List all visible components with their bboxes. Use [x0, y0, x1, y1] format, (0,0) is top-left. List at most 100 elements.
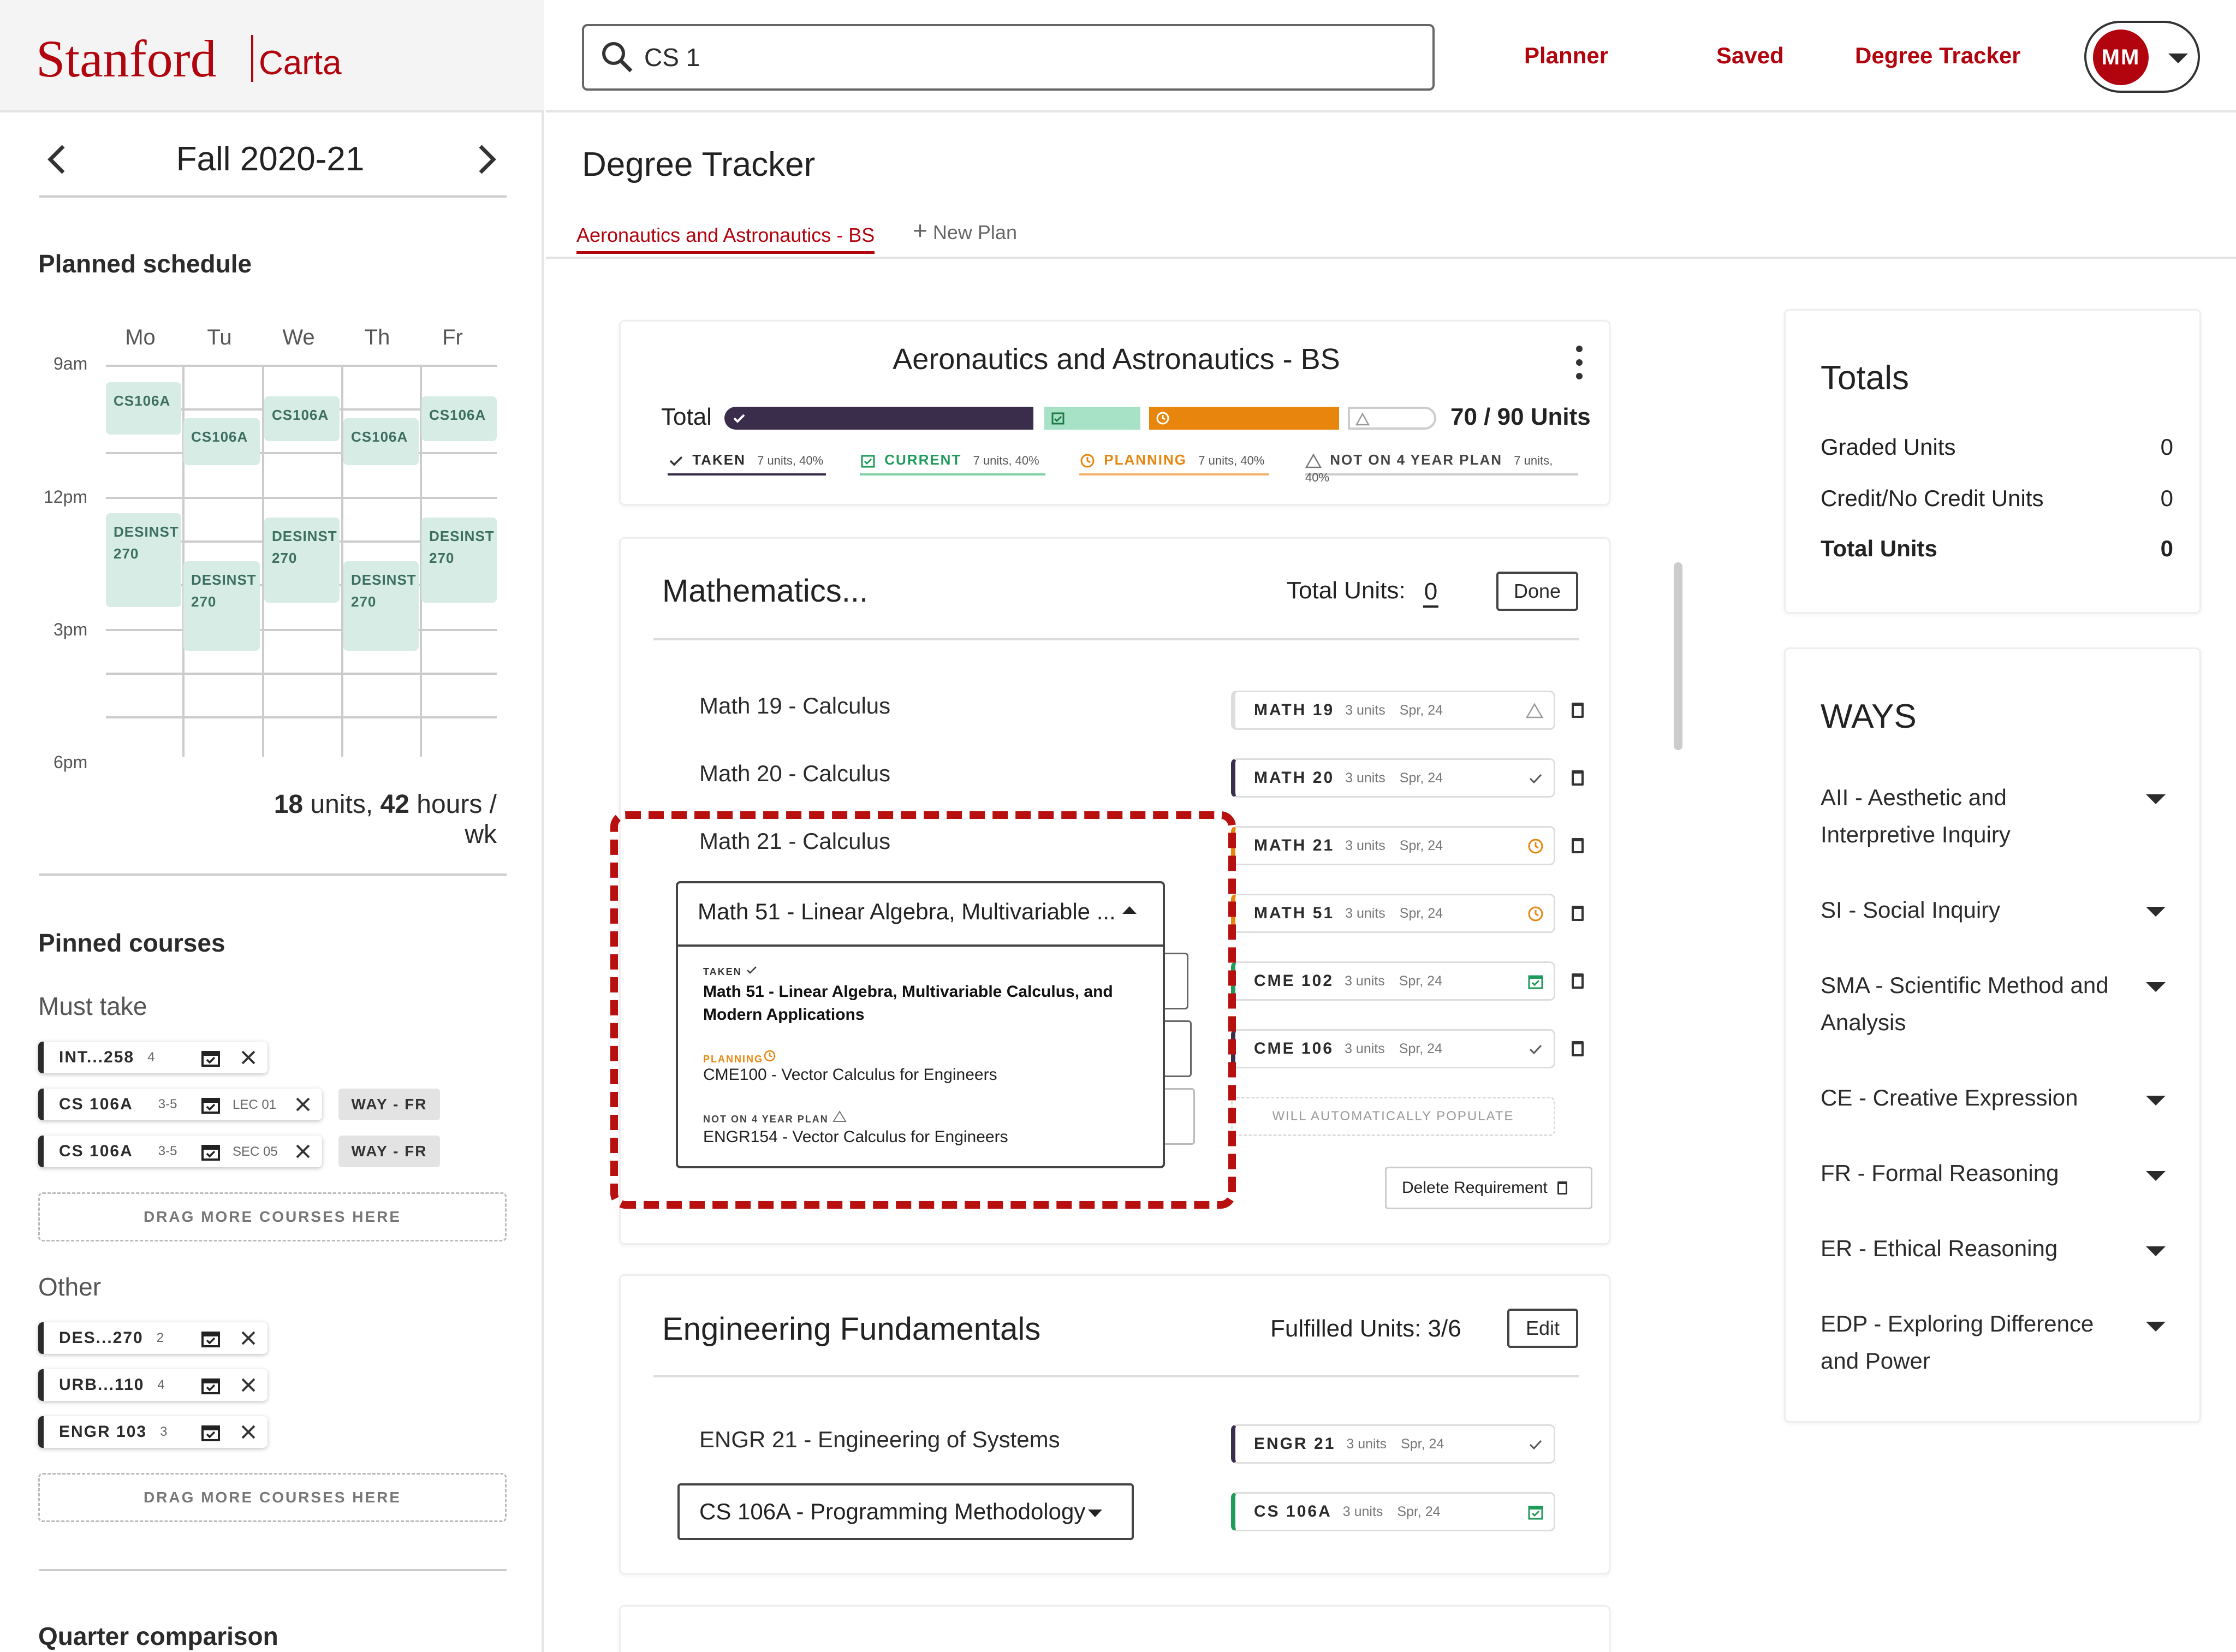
way-item[interactable]: EDP - Exploring Difference and Power — [1821, 1311, 2094, 1374]
legend-current[interactable]: CURRENT 7 units, 40% — [860, 451, 1045, 476]
check-icon — [1529, 1440, 1542, 1450]
pinned-course[interactable]: CS 106A 3-5 SEC 05 — [38, 1136, 322, 1167]
way-item[interactable]: AII - Aesthetic and Interpretive Inquiry — [1821, 785, 2011, 847]
nav-planner[interactable]: Planner — [1524, 43, 1609, 68]
delete-requirement-button[interactable]: Delete Requirement — [1385, 1167, 1592, 1209]
schedule-block-desinst[interactable]: DESINST 270 — [183, 561, 260, 651]
course-chip-math21[interactable]: MATH 21 3 units Spr, 24 — [1231, 826, 1555, 865]
way-item[interactable]: FR - Formal Reasoning — [1821, 1160, 2059, 1186]
course-chip-cs106a[interactable]: CS 106A 3 units Spr, 24 — [1231, 1492, 1555, 1531]
pinned-course[interactable]: INT...258 4 — [38, 1042, 267, 1073]
course-section: SEC 05 — [233, 1144, 278, 1159]
chevron-down-icon[interactable] — [2146, 794, 2166, 804]
course-code: URB...110 — [59, 1376, 145, 1394]
way-item[interactable]: SI - Social Inquiry — [1821, 897, 2001, 923]
scrollbar-thumb[interactable] — [1674, 562, 1682, 750]
tab-new-plan[interactable]: + New Plan — [913, 218, 1017, 244]
close-icon[interactable] — [295, 1143, 311, 1164]
nav-saved[interactable]: Saved — [1716, 43, 1784, 68]
drag-drop-zone[interactable]: DRAG MORE COURSES HERE — [38, 1192, 507, 1241]
chevron-down-icon[interactable] — [2146, 1171, 2166, 1181]
prev-quarter-icon[interactable] — [46, 143, 68, 176]
close-icon[interactable] — [295, 1096, 311, 1117]
check-icon — [1529, 1044, 1542, 1055]
more-options-icon[interactable] — [1574, 343, 1585, 384]
menu-option[interactable]: ENGR154 - Vector Calculus for Engineers — [703, 1128, 1008, 1146]
way-item[interactable]: CE - Creative Expression — [1821, 1085, 2078, 1110]
schedule-block-cs106a[interactable]: CS106A — [183, 418, 260, 465]
carta-logo[interactable]: Carta — [259, 44, 342, 82]
trash-icon[interactable] — [1572, 838, 1584, 853]
program-summary-card: Aeronautics and Astronautics - BS Total … — [619, 320, 1610, 506]
chevron-down-icon[interactable] — [2146, 1246, 2166, 1256]
menu-option[interactable]: CME100 - Vector Calculus for Engineers — [703, 1066, 997, 1084]
course-term: Spr, 24 — [1399, 973, 1442, 989]
calendar-icon[interactable] — [201, 1377, 221, 1399]
course-chip-math20[interactable]: MATH 20 3 units Spr, 24 — [1231, 758, 1555, 798]
chevron-down-icon[interactable] — [2146, 1096, 2166, 1106]
chevron-down-icon[interactable] — [2146, 1322, 2166, 1332]
course-code: CS 106A — [1254, 1502, 1332, 1520]
total-units-input[interactable]: 0 — [1423, 578, 1438, 608]
chevron-down-icon[interactable] — [2146, 982, 2166, 992]
legend-planning[interactable]: PLANNING 7 units, 40% — [1079, 451, 1269, 476]
stanford-logo[interactable]: Stanford — [36, 29, 217, 88]
menu-group-not-planned: NOT ON 4 YEAR PLAN — [703, 1110, 847, 1125]
trash-icon[interactable] — [1572, 1041, 1584, 1056]
grid-line — [106, 365, 497, 367]
legend-taken[interactable]: TAKEN 7 units, 40% — [668, 451, 826, 476]
schedule-block-desinst[interactable]: DESINST 270 — [264, 518, 340, 603]
menu-option[interactable]: Math 51 - Linear Algebra, Multivariable … — [703, 983, 1113, 1024]
calendar-icon[interactable] — [201, 1049, 221, 1071]
way-item[interactable]: SMA - Scientific Method and Analysis — [1821, 972, 2109, 1035]
legend-label: CURRENT — [884, 451, 962, 468]
edit-button[interactable]: Edit — [1507, 1309, 1578, 1348]
schedule-block-desinst[interactable]: DESINST 270 — [106, 513, 181, 607]
trash-icon[interactable] — [1572, 703, 1584, 718]
course-term: Spr, 24 — [1399, 770, 1443, 786]
trash-icon[interactable] — [1572, 770, 1584, 786]
course-select[interactable]: CS 106A - Programming Methodology — [677, 1483, 1134, 1540]
search-input[interactable]: CS 1 — [582, 24, 1435, 91]
close-icon[interactable] — [240, 1377, 257, 1398]
course-chip-cme106[interactable]: CME 106 3 units Spr, 24 — [1231, 1029, 1555, 1068]
calendar-icon[interactable] — [201, 1424, 221, 1446]
course-dropdown[interactable]: Math 51 - Linear Algebra, Multivariable … — [676, 881, 1165, 1168]
requirement-title: Engineering Fundamentals — [662, 1311, 1041, 1347]
schedule-block-cs106a[interactable]: CS106A — [421, 396, 497, 441]
account-menu[interactable]: MM — [2084, 21, 2200, 93]
close-icon[interactable] — [240, 1330, 257, 1351]
calendar-icon[interactable] — [201, 1096, 221, 1118]
chevron-down-icon[interactable] — [2146, 907, 2166, 917]
schedule-block-cs106a[interactable]: CS106A — [343, 418, 419, 465]
course-chip-math51[interactable]: MATH 51 3 units Spr, 24 — [1231, 894, 1555, 933]
progress-not-planned — [1348, 407, 1436, 430]
schedule-block-cs106a[interactable]: CS106A — [264, 396, 340, 441]
pinned-course[interactable]: ENGR 103 3 — [38, 1416, 267, 1448]
schedule-block-cs106a[interactable]: CS106A — [106, 382, 181, 435]
trash-icon[interactable] — [1572, 973, 1584, 989]
close-icon[interactable] — [240, 1424, 257, 1445]
pinned-course[interactable]: CS 106A 3-5 LEC 01 — [38, 1089, 322, 1120]
requirement-title[interactable]: Mathematics... — [662, 573, 869, 609]
drag-drop-zone[interactable]: DRAG MORE COURSES HERE — [38, 1473, 507, 1522]
pinned-course[interactable]: DES...270 2 — [38, 1322, 267, 1354]
trash-icon[interactable] — [1572, 906, 1584, 921]
next-quarter-icon[interactable] — [476, 143, 498, 176]
done-button[interactable]: Done — [1496, 572, 1578, 611]
pinned-course[interactable]: URB...110 4 — [38, 1369, 267, 1401]
nav-degree-tracker[interactable]: Degree Tracker — [1855, 43, 2021, 68]
course-chip-cme102[interactable]: CME 102 3 units Spr, 24 — [1231, 961, 1555, 1001]
course-chip-math19[interactable]: MATH 19 3 units Spr, 24 — [1231, 691, 1555, 730]
course-code: MATH 20 — [1254, 769, 1335, 787]
course-chip-engr21[interactable]: ENGR 21 3 units Spr, 24 — [1231, 1424, 1555, 1464]
legend-not-planned[interactable]: NOT ON 4 YEAR PLAN 7 units, 40% — [1305, 451, 1578, 484]
calendar-icon[interactable] — [201, 1330, 221, 1352]
way-item[interactable]: ER - Ethical Reasoning — [1821, 1235, 2058, 1261]
calendar-icon[interactable] — [201, 1143, 221, 1165]
schedule-block-desinst[interactable]: DESINST 270 — [343, 561, 419, 651]
schedule-block-desinst[interactable]: DESINST 270 — [421, 518, 497, 603]
units-count: 18 — [273, 790, 304, 819]
close-icon[interactable] — [240, 1049, 257, 1070]
tab-aero-astro[interactable]: Aeronautics and Astronautics - BS — [576, 224, 875, 254]
